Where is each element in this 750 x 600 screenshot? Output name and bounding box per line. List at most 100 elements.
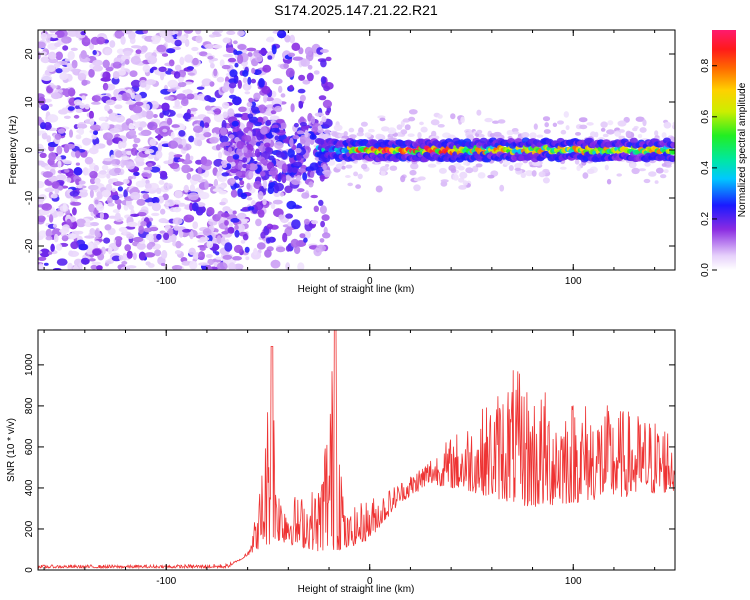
heatmap-cell <box>629 137 638 144</box>
heatmap-cell <box>96 36 106 45</box>
heatmap-cell <box>648 171 657 177</box>
heatmap-cell <box>209 81 215 87</box>
heatmap-cell <box>218 151 223 159</box>
heatmap-cell <box>531 161 541 167</box>
heatmap-cell <box>543 129 551 134</box>
heatmap-cell <box>142 193 150 200</box>
heatmap-cell <box>244 246 250 253</box>
heatmap-cell <box>506 130 514 136</box>
heatmap-cell <box>304 46 313 56</box>
heatmap-cell <box>250 251 262 260</box>
heatmap-cell <box>163 160 174 165</box>
heatmap-cell <box>559 166 567 170</box>
heatmap-cell <box>380 165 389 172</box>
heatmap-cell <box>167 140 179 149</box>
heatmap-cell <box>130 92 135 100</box>
heatmap-cell <box>565 125 570 131</box>
heatmap-cell <box>192 221 198 229</box>
heatmap-cell <box>207 55 214 60</box>
heatmap-cell <box>94 229 100 237</box>
heatmap-cell <box>419 121 424 126</box>
heatmap-cell <box>654 180 659 184</box>
heatmap-cell <box>152 114 158 118</box>
heatmap-cell <box>126 221 138 228</box>
heatmap-cell <box>303 237 308 243</box>
x-tick-label: -100 <box>156 576 176 587</box>
heatmap-cell <box>234 224 239 231</box>
heatmap-cell <box>115 181 124 186</box>
heatmap-cell <box>438 167 447 174</box>
colorbar-label: Normalized spectral amplitude <box>737 82 748 217</box>
heatmap-cell <box>290 238 299 248</box>
heatmap-cell <box>517 162 524 166</box>
heatmap-cell <box>84 221 94 228</box>
heatmap-y-label: Frequency (Hz) <box>8 116 19 185</box>
heatmap-cell <box>247 76 252 85</box>
heatmap-cell <box>136 198 146 206</box>
heatmap-cell <box>121 261 128 265</box>
heatmap-cell <box>130 191 141 201</box>
heatmap-cell <box>229 168 239 174</box>
heatmap-cell <box>257 191 264 200</box>
heatmap-cell <box>246 120 254 130</box>
heatmap-cell <box>137 212 147 217</box>
heatmap-cell <box>212 44 223 49</box>
heatmap-cell <box>104 104 111 112</box>
heatmap-cell <box>222 254 233 260</box>
heatmap-cell <box>198 51 208 57</box>
heatmap-cell <box>255 218 262 227</box>
heatmap-cell <box>476 109 482 116</box>
heatmap-cell <box>123 50 132 56</box>
heatmap-cell <box>174 250 182 255</box>
heatmap-cell <box>48 58 59 64</box>
heatmap-cell <box>55 68 63 74</box>
heatmap-cell <box>219 135 229 143</box>
heatmap-cell <box>154 249 162 257</box>
heatmap-cell <box>171 265 183 270</box>
heatmap-cell <box>237 160 243 170</box>
heatmap-cell <box>126 233 135 239</box>
heatmap-cell <box>216 235 222 244</box>
heatmap-cell <box>39 51 47 56</box>
heatmap-cell <box>122 178 130 185</box>
heatmap-cell <box>167 88 176 93</box>
heatmap-cell <box>220 127 227 136</box>
heatmap-cell <box>208 34 217 38</box>
heatmap-cell <box>151 202 161 212</box>
heatmap-cell <box>67 233 77 240</box>
heatmap-cell <box>256 176 262 182</box>
heatmap-cell <box>120 36 126 45</box>
heatmap-cell <box>637 133 643 139</box>
heatmap-cell <box>248 163 258 171</box>
heatmap-cell <box>353 171 359 177</box>
heatmap-cell <box>364 132 372 138</box>
heatmap-cell <box>309 134 317 140</box>
heatmap-cell <box>164 34 174 43</box>
heatmap-cell <box>233 40 238 45</box>
heatmap-cell <box>151 197 160 204</box>
heatmap-cell <box>310 220 318 225</box>
heatmap-cell <box>604 164 609 171</box>
heatmap-cell <box>183 112 192 120</box>
heatmap-cell <box>176 113 184 118</box>
heatmap-cell <box>158 66 167 73</box>
heatmap-cell <box>269 115 280 121</box>
heatmap-cell <box>196 139 203 147</box>
heatmap-cell <box>233 113 243 118</box>
heatmap-cell <box>660 174 667 179</box>
heatmap-cell <box>136 160 145 167</box>
heatmap-cell <box>169 162 180 169</box>
heatmap-cell <box>472 165 479 173</box>
heatmap-cell <box>242 77 248 84</box>
heatmap-cell <box>345 175 351 178</box>
heatmap-cell <box>348 127 355 133</box>
heatmap-cell <box>310 116 316 125</box>
heatmap-cell <box>322 99 332 109</box>
heatmap-cell <box>195 30 202 35</box>
heatmap-cell <box>281 173 287 184</box>
heatmap-cell <box>42 171 53 178</box>
heatmap-cell <box>48 103 53 107</box>
heatmap-cell <box>96 204 105 212</box>
heatmap-cell <box>149 68 154 74</box>
